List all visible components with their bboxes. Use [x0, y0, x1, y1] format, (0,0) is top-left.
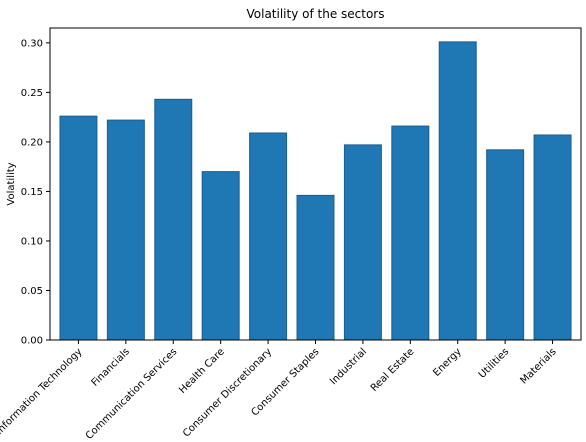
x-tick-label: Real Estate — [369, 346, 417, 394]
bar-utilities — [486, 149, 525, 341]
y-axis-label: Volatility — [6, 162, 17, 205]
plot-area: Information Technology FinancialsCommunic… — [0, 27, 582, 442]
y-tick-label: 0.15 — [21, 187, 43, 198]
y-tick-label: 0.20 — [21, 137, 43, 148]
bar-health-care — [201, 171, 240, 341]
bar-communication-services — [154, 98, 193, 341]
y-tick-label: 0.30 — [21, 38, 43, 49]
x-tick-label: Energy — [431, 346, 464, 379]
x-tick-label: Health Care — [177, 346, 227, 396]
y-tick-label: 0.00 — [21, 336, 43, 347]
x-tick-label: Financials — [90, 346, 132, 388]
x-tick-label: Industrial — [328, 346, 369, 387]
bar-information-technology — [59, 115, 98, 341]
bar-industrial — [343, 144, 382, 341]
bar-financials — [106, 119, 145, 341]
y-tick-label: 0.05 — [21, 286, 43, 297]
x-tick-label: Communication Services — [84, 346, 180, 442]
bar-consumer-discretionary — [249, 132, 288, 341]
x-tick-label: Materials — [518, 346, 558, 386]
chart-title: Volatility of the sectors — [247, 7, 385, 21]
y-tick-label: 0.25 — [21, 88, 43, 99]
bar-materials — [533, 134, 572, 341]
bar-consumer-staples — [296, 194, 335, 341]
x-tick-label: Consumer Discretionary — [181, 346, 274, 439]
x-tick-label: Utilities — [477, 346, 511, 380]
bar-real-estate — [391, 125, 430, 341]
plot-frame — [49, 27, 582, 341]
y-tick-label: 0.10 — [21, 236, 43, 247]
x-tick-label: Information Technology — [0, 346, 85, 437]
bar-energy — [438, 41, 477, 341]
